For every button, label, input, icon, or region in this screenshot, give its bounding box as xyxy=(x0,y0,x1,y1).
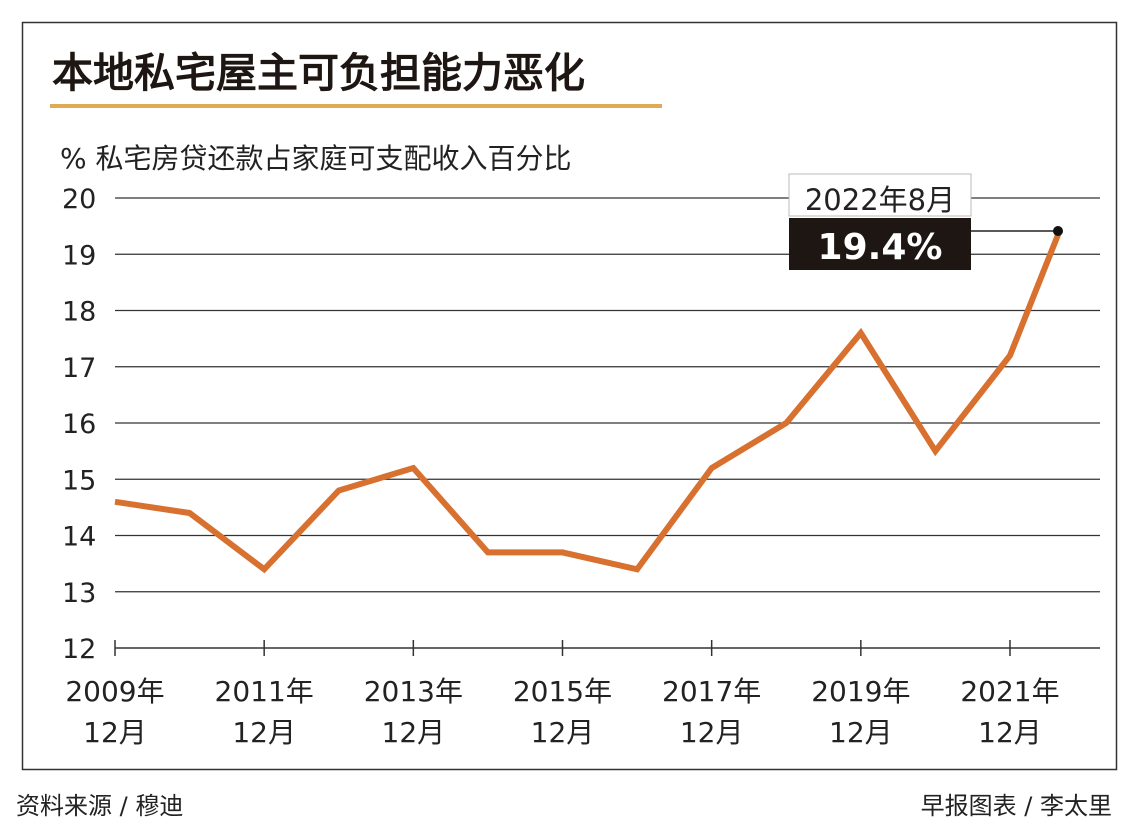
x-tick-month: 12月 xyxy=(680,716,744,749)
x-tick-year: 2011年 xyxy=(215,675,314,708)
title-underline xyxy=(50,104,662,108)
annotation-date: 2022年8月 xyxy=(805,183,955,217)
chart-title: 本地私宅屋主可负担能力恶化 xyxy=(52,49,585,97)
y-tick-label: 16 xyxy=(62,409,96,440)
y-tick-label: 14 xyxy=(62,522,96,553)
y-tick-label: 15 xyxy=(62,465,96,496)
y-tick-label: 17 xyxy=(62,353,96,384)
x-tick-month: 12月 xyxy=(978,716,1042,749)
y-tick-label: 19 xyxy=(62,240,96,271)
x-tick-year: 2017年 xyxy=(662,675,761,708)
y-tick-label: 18 xyxy=(62,297,96,328)
x-tick-year: 2019年 xyxy=(811,675,910,708)
annotation-value: 19.4% xyxy=(818,227,943,268)
x-tick-year: 2015年 xyxy=(513,675,612,708)
credit-note: 早报图表 / 李太里 xyxy=(920,792,1112,820)
chart-frame xyxy=(21,21,1118,771)
x-tick-month: 12月 xyxy=(829,716,893,749)
x-tick-year: 2013年 xyxy=(364,675,463,708)
annotation-dot xyxy=(1053,226,1063,236)
x-tick-year: 2009年 xyxy=(65,675,164,708)
annotation-value-box xyxy=(789,218,971,270)
y-tick-label: 20 xyxy=(62,184,96,215)
annotation-date-box xyxy=(788,173,972,217)
y-tick-label: 13 xyxy=(62,578,96,609)
y-axis-label: % 私宅房贷还款占家庭可支配收入百分比 xyxy=(60,142,572,175)
x-tick-month: 12月 xyxy=(531,716,595,749)
x-tick-month: 12月 xyxy=(382,716,446,749)
x-tick-month: 12月 xyxy=(232,716,296,749)
x-tick-year: 2021年 xyxy=(960,675,1059,708)
x-tick-month: 12月 xyxy=(83,716,147,749)
y-tick-label: 12 xyxy=(62,634,96,665)
series-line xyxy=(114,230,1062,574)
source-note: 资料来源 / 穆迪 xyxy=(16,792,184,820)
